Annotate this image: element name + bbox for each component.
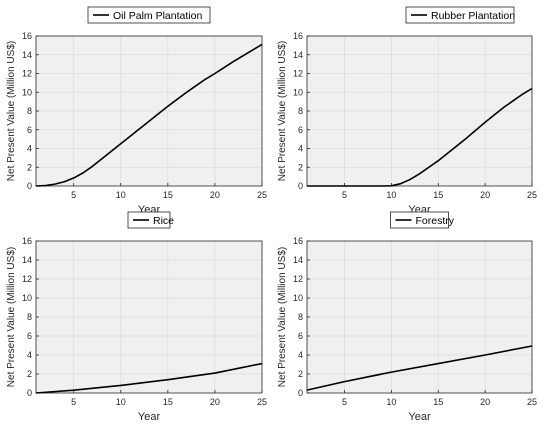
y-tick-label: 8 bbox=[27, 106, 32, 116]
x-tick-label: 25 bbox=[257, 190, 267, 200]
legend-label: Rubber Plantation bbox=[431, 10, 515, 22]
legend: Rice bbox=[127, 211, 174, 229]
legend: Forestry bbox=[390, 211, 455, 229]
y-tick-label: 0 bbox=[27, 388, 32, 398]
y-axis-label: Net Present Value (Million US$) bbox=[277, 247, 288, 387]
y-tick-label: 2 bbox=[298, 369, 303, 379]
y-tick-label: 14 bbox=[22, 255, 32, 265]
y-tick-label: 12 bbox=[293, 274, 303, 284]
x-tick-label: 5 bbox=[342, 190, 347, 200]
y-tick-label: 10 bbox=[22, 293, 32, 303]
y-tick-label: 16 bbox=[22, 31, 32, 41]
y-tick-label: 8 bbox=[298, 106, 303, 116]
y-tick-label: 16 bbox=[293, 236, 303, 246]
x-tick-label: 15 bbox=[433, 397, 443, 407]
series-line bbox=[35, 43, 263, 187]
x-tick-label: 25 bbox=[527, 397, 537, 407]
series-line bbox=[307, 87, 533, 187]
y-tick-label: 10 bbox=[22, 87, 32, 97]
legend-label: Oil Palm Plantation bbox=[113, 10, 202, 22]
y-tick-label: 14 bbox=[293, 255, 303, 265]
y-tick-label: 4 bbox=[298, 144, 303, 154]
y-axis-label: Net Present Value (Million US$) bbox=[277, 41, 288, 181]
x-tick-label: 25 bbox=[527, 190, 537, 200]
x-tick-label: 15 bbox=[163, 190, 173, 200]
y-tick-label: 16 bbox=[293, 31, 303, 41]
y-tick-label: 0 bbox=[27, 181, 32, 191]
y-tick-label: 12 bbox=[22, 69, 32, 79]
y-tick-label: 14 bbox=[293, 50, 303, 60]
x-tick-label: 5 bbox=[71, 397, 76, 407]
x-tick-label: 25 bbox=[257, 397, 267, 407]
legend-box bbox=[390, 211, 449, 229]
y-tick-label: 2 bbox=[298, 162, 303, 172]
legend-label: Forestry bbox=[416, 215, 455, 227]
legend-box bbox=[87, 6, 211, 24]
chart-panel-4: 5 10 15 20 25 0 2 4 6 8 10 12 14 16 Year Net Present Va… bbox=[277, 211, 537, 423]
y-tick-label: 4 bbox=[298, 350, 303, 360]
chart-panel-3: 5 10 15 20 25 0 2 4 6 8 10 12 14 16 Year Net Present Va… bbox=[6, 211, 267, 423]
x-tick-label: 20 bbox=[210, 190, 220, 200]
y-tick-label: 8 bbox=[298, 312, 303, 322]
y-tick-label: 6 bbox=[298, 331, 303, 341]
legend-box bbox=[405, 6, 515, 24]
y-axis-label: Net Present Value (Million US$) bbox=[6, 41, 17, 181]
y-tick-label: 0 bbox=[298, 388, 303, 398]
y-tick-label: 10 bbox=[293, 87, 303, 97]
x-tick-label: 20 bbox=[480, 397, 490, 407]
x-tick-label: 20 bbox=[210, 397, 220, 407]
y-tick-label: 6 bbox=[27, 331, 32, 341]
legend-label: Rice bbox=[153, 215, 174, 227]
y-tick-label: 10 bbox=[293, 293, 303, 303]
y-tick-label: 14 bbox=[22, 50, 32, 60]
y-tick-label: 16 bbox=[22, 236, 32, 246]
y-tick-label: 12 bbox=[22, 274, 32, 284]
x-tick-label: 15 bbox=[163, 397, 173, 407]
y-tick-label: 8 bbox=[27, 312, 32, 322]
y-tick-label: 4 bbox=[27, 350, 32, 360]
x-tick-label: 10 bbox=[386, 190, 396, 200]
x-tick-label: 10 bbox=[116, 190, 126, 200]
series-line bbox=[35, 362, 263, 394]
x-tick-label: 5 bbox=[342, 397, 347, 407]
y-tick-label: 0 bbox=[298, 181, 303, 191]
legend: Oil Palm Plantation bbox=[87, 6, 211, 24]
x-axis-label: Year bbox=[408, 411, 431, 423]
legend: Rubber Plantation bbox=[405, 6, 515, 24]
x-tick-label: 10 bbox=[116, 397, 126, 407]
series-line bbox=[306, 345, 533, 391]
y-axis-label: Net Present Value (Million US$) bbox=[6, 247, 17, 387]
x-tick-label: 10 bbox=[386, 397, 396, 407]
y-tick-label: 2 bbox=[27, 369, 32, 379]
x-tick-label: 20 bbox=[480, 190, 490, 200]
y-tick-label: 6 bbox=[27, 125, 32, 135]
x-tick-label: 15 bbox=[433, 190, 443, 200]
x-tick-label: 5 bbox=[71, 190, 76, 200]
y-tick-label: 12 bbox=[293, 69, 303, 79]
y-tick-label: 2 bbox=[27, 162, 32, 172]
y-tick-label: 4 bbox=[27, 144, 32, 154]
x-axis-label: Year bbox=[138, 411, 161, 423]
y-tick-label: 6 bbox=[298, 125, 303, 135]
